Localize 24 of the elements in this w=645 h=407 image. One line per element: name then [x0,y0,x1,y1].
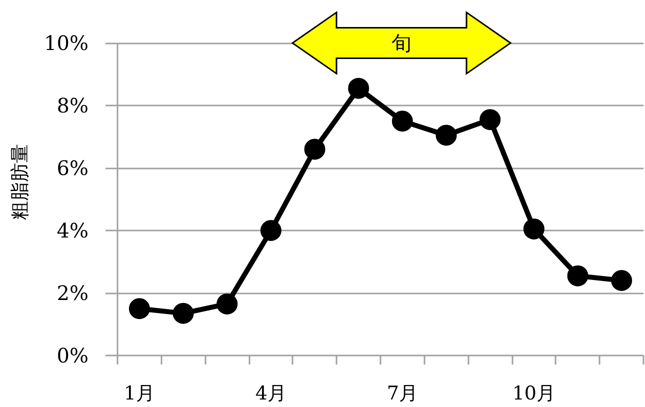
point [567,265,588,286]
y-tick-label: 0% [56,344,89,368]
y-tick-label: 2% [56,281,89,305]
point [128,298,150,320]
point [260,220,282,241]
x-tick-label: 10月 [512,382,556,404]
x-tick-label: 1月 [124,382,155,404]
x-tick-label: 7月 [386,382,418,404]
y-tick-label: 10% [44,31,88,56]
y-tick-label: 8% [56,94,89,118]
point [480,109,501,130]
x-tick-label: 4月 [255,382,286,404]
point [436,124,457,146]
point [523,218,544,240]
point [348,78,370,99]
y-axis-title: 粗脂肪量 [9,144,32,220]
point [611,270,632,291]
annotation: 旬 [392,31,412,56]
point [172,302,194,324]
y-tick-label: 4% [56,218,89,242]
point [392,110,413,132]
point [304,138,326,160]
point [216,293,238,314]
y-tick-label: 6% [56,156,89,180]
